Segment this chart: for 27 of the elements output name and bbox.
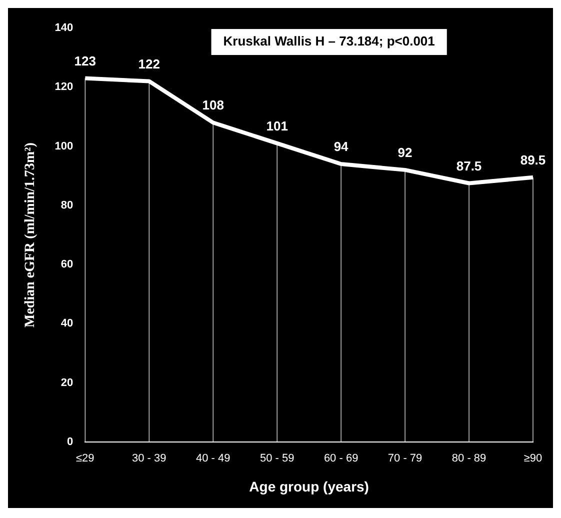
data-label: 92: [398, 145, 412, 160]
x-tick-label: 60 - 69: [324, 452, 358, 465]
data-label: 89.5: [520, 152, 546, 168]
y-tick-label: 20: [60, 376, 74, 389]
data-label: 87.5: [456, 158, 482, 174]
y-tick-label: 60: [60, 258, 74, 271]
x-tick-label: 50 - 59: [260, 452, 294, 465]
data-label: 108: [202, 98, 224, 113]
annotation: Kruskal Wallis H – 73.184; p<0.001: [223, 34, 435, 49]
y-tick-label: 40: [60, 318, 74, 330]
x-tick-label: ≥90: [524, 452, 542, 465]
x-axis-title: Age group (years): [249, 478, 369, 494]
y-tick-label: 80: [60, 199, 74, 212]
y-tick-label: 140: [54, 22, 74, 34]
data-label: 122: [138, 56, 160, 72]
x-tick-label: 30 - 39: [132, 452, 166, 465]
x-tick-label: 70 - 79: [388, 452, 422, 465]
y-tick-label: 120: [54, 81, 74, 94]
y-tick-label: 100: [54, 140, 74, 152]
data-label: 94: [334, 139, 350, 154]
y-tick-label: 0: [67, 436, 74, 448]
x-tick-label: ≤29: [76, 452, 94, 465]
data-label: 123: [74, 53, 96, 68]
data-label: 101: [266, 118, 288, 134]
x-tick-label: 80 - 89: [452, 452, 486, 465]
x-tick-label: 40 - 49: [196, 452, 230, 465]
y-axis-title: Median eGFR (ml/min/1.73m²): [23, 142, 38, 328]
